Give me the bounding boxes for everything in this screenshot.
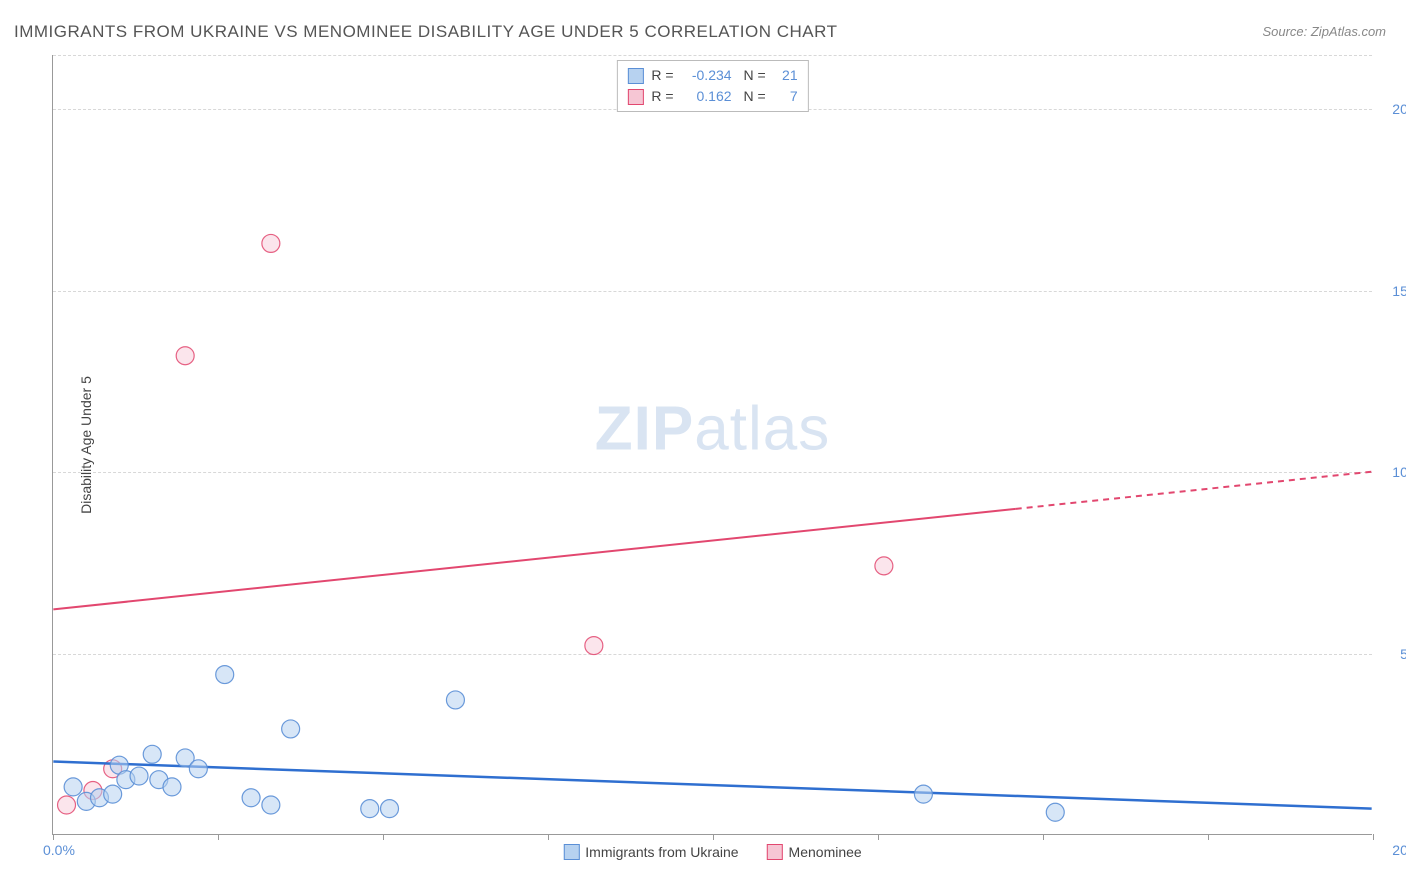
data-point-0 [446,691,464,709]
data-point-0 [216,666,234,684]
data-point-0 [64,778,82,796]
data-point-0 [104,785,122,803]
x-tick [1373,834,1374,840]
data-point-1 [585,637,603,655]
data-point-1 [58,796,76,814]
bottom-legend: Immigrants from Ukraine Menominee [563,844,861,860]
data-point-0 [1046,803,1064,821]
stat-n-value-0: 21 [774,65,798,86]
x-tick [218,834,219,840]
y-tick-label: 20.0% [1377,101,1406,117]
stat-n-value-1: 7 [774,86,798,107]
stat-r-value-0: -0.234 [682,65,732,86]
scatter-plot-svg [53,55,1372,834]
stats-row-series-0: R = -0.234 N = 21 [627,65,797,86]
x-tick [383,834,384,840]
data-point-0 [130,767,148,785]
data-point-0 [143,745,161,763]
data-point-0 [242,789,260,807]
data-point-0 [914,785,932,803]
data-point-0 [282,720,300,738]
data-point-0 [361,800,379,818]
legend-item-1: Menominee [767,844,862,860]
trend-line-1 [53,509,1015,610]
x-tick [713,834,714,840]
data-point-1 [875,557,893,575]
swatch-series-1 [627,89,643,105]
x-tick [1043,834,1044,840]
swatch-series-0 [563,844,579,860]
data-point-0 [381,800,399,818]
y-tick-label: 5.0% [1377,646,1406,662]
y-tick-label: 15.0% [1377,283,1406,299]
stat-n-label: N = [740,65,766,86]
stat-n-label: N = [740,86,766,107]
stats-row-series-1: R = 0.162 N = 7 [627,86,797,107]
plot-area: ZIPatlas Disability Age Under 5 5.0%10.0… [52,55,1372,835]
data-point-0 [189,760,207,778]
y-tick-label: 10.0% [1377,464,1406,480]
data-point-1 [176,347,194,365]
x-axis-max-label: 20.0% [1392,842,1406,858]
swatch-series-1 [767,844,783,860]
swatch-series-0 [627,68,643,84]
stats-legend-box: R = -0.234 N = 21 R = 0.162 N = 7 [616,60,808,112]
x-axis-min-label: 0.0% [43,842,75,858]
x-tick [548,834,549,840]
data-point-1 [262,234,280,252]
trend-line-extrap-1 [1016,472,1372,509]
legend-label-0: Immigrants from Ukraine [585,844,738,860]
data-point-0 [163,778,181,796]
x-tick [53,834,54,840]
data-point-0 [262,796,280,814]
x-tick [1208,834,1209,840]
legend-label-1: Menominee [789,844,862,860]
stat-r-label: R = [651,86,673,107]
chart-title: IMMIGRANTS FROM UKRAINE VS MENOMINEE DIS… [14,22,837,42]
stat-r-label: R = [651,65,673,86]
x-tick [878,834,879,840]
source-attribution: Source: ZipAtlas.com [1262,24,1386,39]
legend-item-0: Immigrants from Ukraine [563,844,738,860]
stat-r-value-1: 0.162 [682,86,732,107]
